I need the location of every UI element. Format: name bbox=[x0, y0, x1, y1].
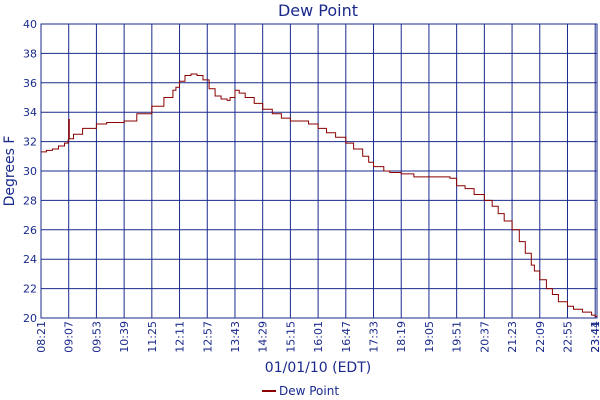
y-tick-label: 32 bbox=[23, 136, 37, 149]
x-tick-label: 12:57 bbox=[201, 321, 214, 353]
chart-title: Dew Point bbox=[278, 1, 358, 20]
y-tick-label: 22 bbox=[23, 283, 37, 296]
x-tick-label: 16:01 bbox=[312, 321, 325, 353]
y-tick-label: 34 bbox=[23, 106, 37, 119]
x-tick-label: 11:25 bbox=[146, 321, 159, 353]
y-tick-label: 24 bbox=[23, 253, 37, 266]
plot-frame bbox=[40, 23, 598, 319]
x-tick-label: 22:55 bbox=[561, 321, 574, 353]
x-tick-label: 19:51 bbox=[451, 321, 464, 353]
legend-label: Dew Point bbox=[279, 384, 339, 398]
x-tick-label: 23:44 bbox=[589, 321, 600, 353]
series-line-0 bbox=[41, 73, 597, 317]
x-tick-label: 14:29 bbox=[257, 321, 270, 353]
x-tick-label: 20:37 bbox=[478, 321, 491, 353]
grid bbox=[40, 23, 598, 319]
series-layer bbox=[41, 73, 597, 317]
x-tick-label: 17:33 bbox=[368, 321, 381, 353]
y-tick-label: 38 bbox=[23, 47, 37, 60]
x-tick-label: 08:21 bbox=[35, 321, 48, 353]
y-tick-label: 20 bbox=[23, 312, 37, 325]
y-axis-label: Degrees F bbox=[2, 136, 18, 207]
y-tick-labels: 20 22 24 26 28 30 32 34 36 38 40 bbox=[23, 18, 37, 325]
x-tick-label: 09:07 bbox=[63, 321, 76, 353]
x-tick-label: 13:43 bbox=[229, 321, 242, 353]
x-tick-label: 16:47 bbox=[340, 321, 353, 353]
x-tick-label: 23:41 bbox=[589, 321, 600, 353]
legend: Dew Point bbox=[262, 384, 339, 398]
y-tick-label: 28 bbox=[23, 194, 37, 207]
x-tick-label: 22:09 bbox=[534, 321, 547, 353]
x-tick-label: 15:15 bbox=[284, 321, 297, 353]
x-tick-label: 21:23 bbox=[506, 321, 519, 353]
x-tick-label: 12:11 bbox=[174, 321, 187, 353]
y-tick-label: 36 bbox=[23, 77, 37, 90]
x-tick-labels: 08:21 09:07 09:53 10:39 11:25 12:11 12:57 13:43… bbox=[35, 321, 600, 353]
y-tick-label: 30 bbox=[23, 165, 37, 178]
x-tick-label: 10:39 bbox=[118, 321, 131, 353]
x-axis-label: 01/01/10 (EDT) bbox=[265, 360, 371, 376]
y-tick-label: 40 bbox=[23, 18, 37, 31]
x-tick-label: 19:05 bbox=[423, 321, 436, 353]
x-tick-label: 18:19 bbox=[395, 321, 408, 353]
x-tick-label: 09:53 bbox=[90, 321, 103, 353]
y-tick-label: 26 bbox=[23, 224, 37, 237]
